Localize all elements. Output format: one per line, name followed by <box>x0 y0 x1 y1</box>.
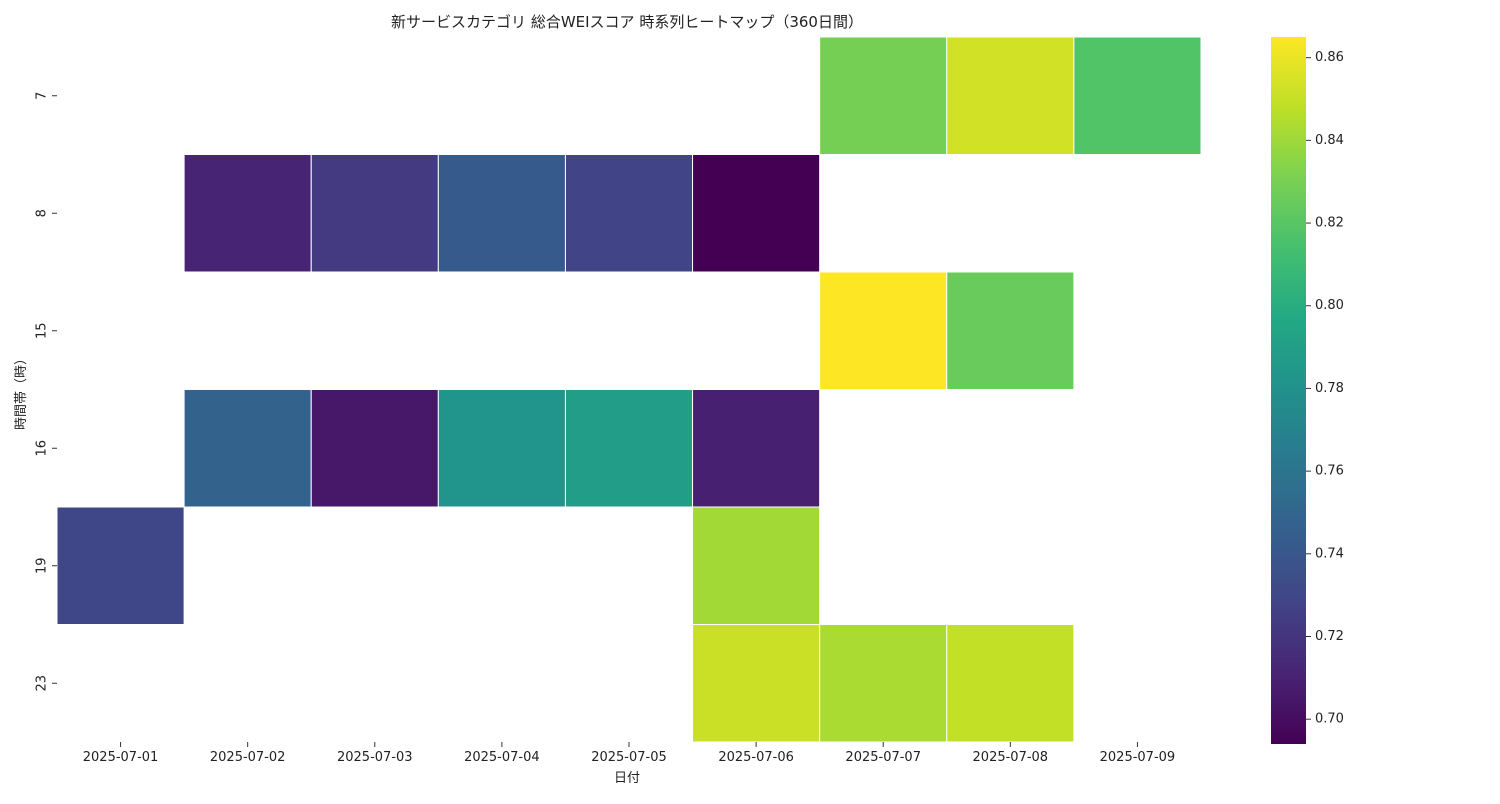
y-tick-label: 8 <box>35 209 50 217</box>
heatmap-cell <box>437 154 566 273</box>
heatmap-cell <box>692 506 821 625</box>
x-tick-label: 2025-07-06 <box>718 750 794 765</box>
y-tick-label: 19 <box>35 557 50 574</box>
x-axis-label: 日付 <box>614 771 640 786</box>
heatmap-cells <box>56 36 1202 743</box>
x-tick-label: 2025-07-07 <box>845 750 921 765</box>
y-tick-label: 16 <box>35 440 50 457</box>
heatmap-cell <box>310 154 439 273</box>
x-tick-label: 2025-07-04 <box>464 750 540 765</box>
heatmap-cell <box>946 624 1075 743</box>
colorbar-tick-label: 0.76 <box>1315 464 1344 479</box>
heatmap-cell <box>56 506 185 625</box>
heatmap-cell <box>564 154 694 273</box>
y-tick-label: 15 <box>35 322 50 339</box>
heatmap-cell <box>564 389 694 508</box>
heatmap-cell <box>946 271 1075 390</box>
x-tick-label: 2025-07-09 <box>1100 750 1176 765</box>
y-axis-label: 時間帯（時） <box>14 352 29 430</box>
heatmap-cell <box>946 36 1075 155</box>
heatmap-cell <box>692 389 821 508</box>
x-tick-label: 2025-07-01 <box>83 750 159 765</box>
colorbar-tick-label: 0.70 <box>1315 712 1344 727</box>
colorbar-ticks: 0.70 0.72 0.74 0.76 0.78 0.80 0.82 0.84 0.86 <box>1306 50 1344 727</box>
y-tick-label: 23 <box>35 675 50 692</box>
colorbar-tick-label: 0.78 <box>1315 381 1344 396</box>
colorbar-tick-label: 0.86 <box>1315 50 1344 65</box>
heatmap-cell <box>183 154 312 273</box>
colorbar-tick-label: 0.80 <box>1315 298 1344 313</box>
heatmap-cell <box>819 36 948 155</box>
heatmap-cell <box>1073 36 1202 155</box>
x-axis-ticks: 2025-07-01 2025-07-02 2025-07-03 2025-07-04… <box>83 742 1175 765</box>
y-axis-ticks: 7 8 15 16 19 23 <box>35 92 57 692</box>
colorbar-tick-label: 0.82 <box>1315 216 1344 231</box>
colorbar-tick-label: 0.74 <box>1315 546 1344 561</box>
chart-title: 新サービスカテゴリ 総合WEIスコア 時系列ヒートマップ（360日間） <box>391 13 863 31</box>
heatmap-cell <box>692 624 821 743</box>
heatmap-cell <box>310 389 439 508</box>
x-tick-label: 2025-07-02 <box>210 750 286 765</box>
heatmap-cell <box>437 389 566 508</box>
heatmap-cell <box>819 624 948 743</box>
x-tick-label: 2025-07-05 <box>591 750 667 765</box>
heatmap-cell <box>183 389 312 508</box>
heatmap-cell <box>692 154 821 273</box>
x-tick-label: 2025-07-03 <box>337 750 413 765</box>
colorbar-tick-label: 0.72 <box>1315 629 1344 644</box>
colorbar <box>1271 37 1306 744</box>
x-tick-label: 2025-07-08 <box>973 750 1049 765</box>
colorbar-tick-label: 0.84 <box>1315 133 1344 148</box>
y-tick-label: 7 <box>35 92 50 100</box>
heatmap-cell <box>819 271 948 390</box>
